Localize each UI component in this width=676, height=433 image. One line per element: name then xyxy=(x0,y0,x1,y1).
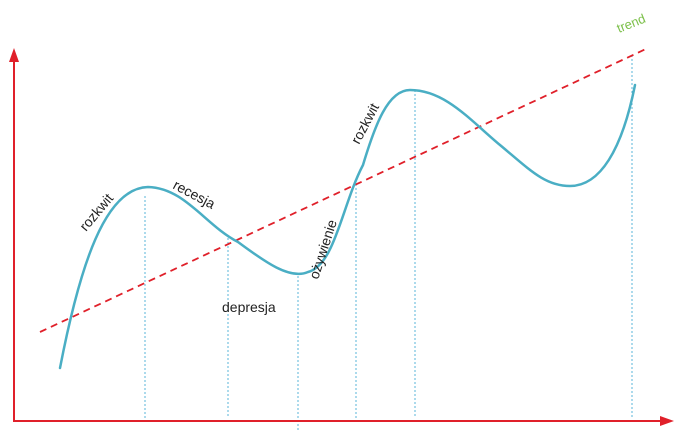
trend-line xyxy=(39,47,649,333)
guide-lines xyxy=(144,55,633,430)
label-ozywienie: ożywienie xyxy=(306,217,340,281)
label-trend: trend xyxy=(615,11,648,36)
axes xyxy=(9,48,674,426)
label-recesja: recesja xyxy=(171,177,219,212)
y-axis-arrow xyxy=(9,48,19,62)
x-axis-arrow xyxy=(660,416,674,426)
label-depresja: depresja xyxy=(222,299,276,315)
business-cycle-curve xyxy=(58,83,637,370)
